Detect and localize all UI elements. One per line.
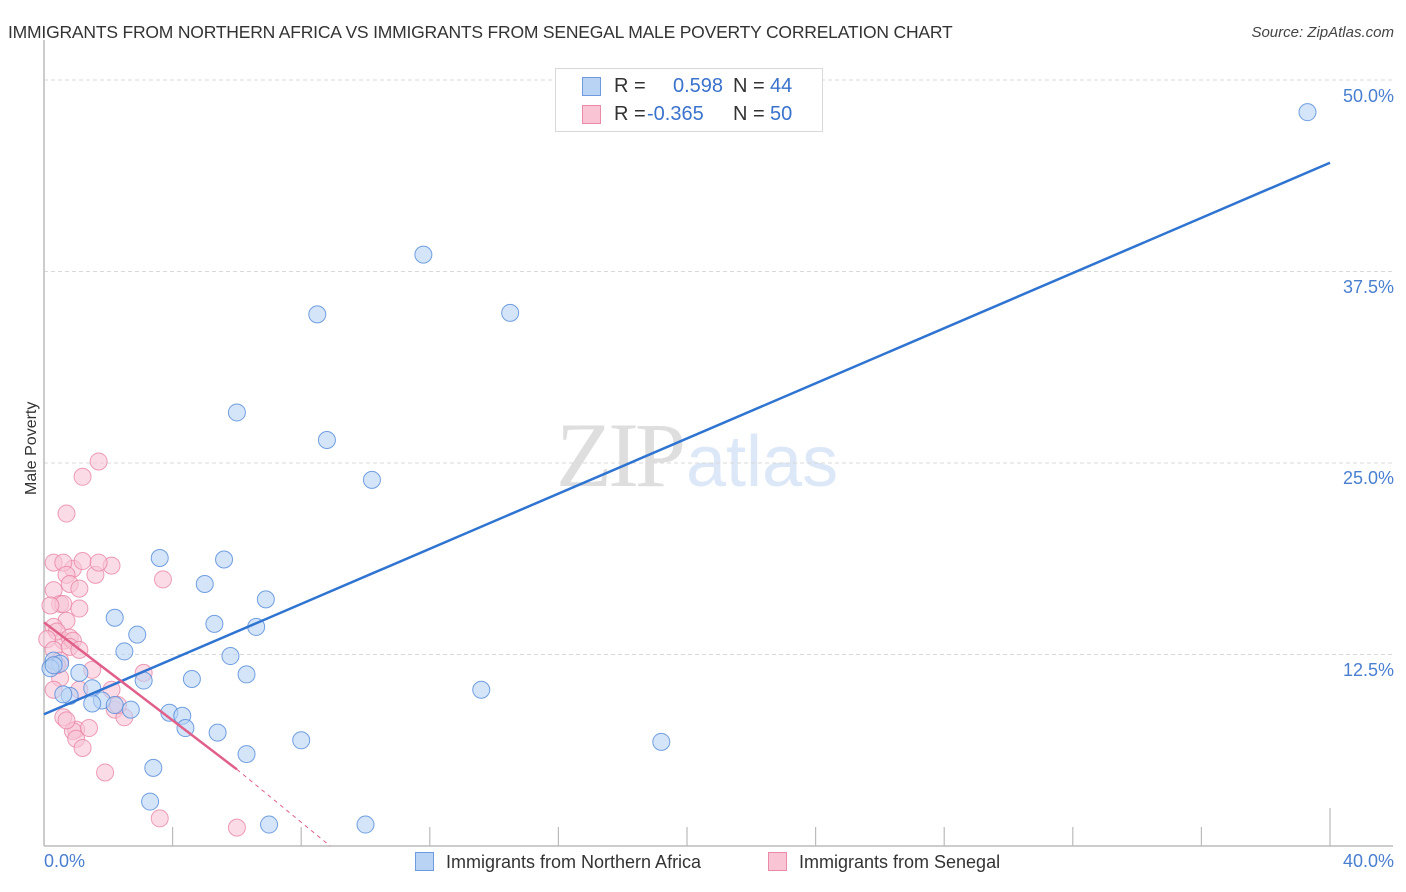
correlation-legend: R = 0.598 N = 44 R = -0.365 N = 50 [555, 68, 823, 132]
y-tick-50: 50.0% [1342, 86, 1394, 106]
source-label: Source: ZipAtlas.com [1251, 24, 1394, 41]
senegal-point [73, 552, 92, 571]
senegal-point [70, 599, 89, 618]
legend-label: Immigrants from Senegal [799, 852, 1001, 872]
northern-africa-point [115, 642, 134, 661]
senegal-point [89, 553, 108, 572]
axes [43, 40, 1393, 847]
r-value: 0.598 [673, 75, 724, 97]
northern-africa-point [128, 625, 147, 644]
northern-africa-point [362, 470, 381, 489]
n-value: 50 [770, 103, 793, 125]
northern-africa-point [70, 663, 89, 682]
senegal-point [57, 504, 76, 523]
senegal-point [73, 467, 92, 486]
n-label: N = [733, 75, 765, 97]
northern-africa-point [221, 647, 240, 666]
senegal-trendline [43, 621, 238, 771]
senegal-point [153, 570, 172, 589]
pink-swatch-icon [582, 105, 601, 124]
blue-swatch-icon [582, 77, 601, 96]
northern-africa-point [237, 745, 256, 764]
senegal-point [70, 579, 89, 598]
northern-africa-point [208, 723, 227, 742]
legend-label: Immigrants from Northern Africa [446, 852, 702, 872]
northern-africa-point [205, 614, 224, 633]
northern-africa-point [215, 550, 234, 569]
r-label: R = [614, 75, 646, 97]
northern-africa-point [256, 590, 275, 609]
senegal-trendline-extension [236, 769, 331, 847]
senegal-point [227, 818, 246, 837]
northern-africa-point [472, 680, 491, 699]
pink-swatch-icon [768, 852, 787, 871]
northern-africa-point [1298, 103, 1317, 122]
northern-africa-point [121, 700, 140, 719]
y-axis-label: Male Poverty [23, 401, 40, 495]
senegal-point [89, 452, 108, 471]
senegal-point [57, 711, 76, 730]
senegal-points [38, 452, 246, 837]
northern-africa-point [652, 732, 671, 751]
northern-africa-trendline [43, 161, 1331, 716]
chart-title: IMMIGRANTS FROM NORTHERN AFRICA VS IMMIG… [8, 22, 953, 42]
senegal-point [150, 809, 169, 828]
northern-africa-points [41, 103, 1317, 834]
y-tick-37-5: 37.5% [1342, 277, 1394, 297]
y-tick-25: 25.0% [1342, 468, 1394, 488]
x-tick-0: 0.0% [44, 851, 86, 871]
legend-item-senegal[interactable]: Immigrants from Senegal [768, 852, 1000, 873]
senegal-point [96, 763, 115, 782]
senegal-point [80, 719, 99, 738]
northern-africa-point [195, 575, 214, 594]
northern-africa-point [501, 303, 520, 322]
northern-africa-point [141, 792, 160, 811]
northern-africa-point [182, 670, 201, 689]
northern-africa-point [356, 815, 375, 834]
northern-africa-point [308, 305, 327, 324]
trend-lines [43, 161, 1331, 847]
northern-africa-point [317, 431, 336, 450]
northern-africa-point [227, 403, 246, 422]
northern-africa-point [414, 245, 433, 264]
northern-africa-point [260, 815, 279, 834]
y-tick-12-5: 12.5% [1342, 660, 1394, 680]
northern-africa-point [54, 685, 73, 704]
northern-africa-point [105, 608, 124, 627]
n-label: N = [733, 103, 765, 125]
blue-swatch-icon [415, 852, 434, 871]
r-label: R = [614, 103, 646, 125]
senegal-point [73, 738, 92, 757]
r-value: -0.365 [647, 103, 704, 125]
legend-item-northern-africa[interactable]: Immigrants from Northern Africa [415, 852, 701, 873]
northern-africa-point [105, 696, 124, 715]
northern-africa-point [150, 548, 169, 567]
gridlines [44, 79, 1393, 655]
northern-africa-point [292, 731, 311, 750]
x-tick-40: 40.0% [1342, 851, 1394, 871]
northern-africa-point [237, 665, 256, 684]
n-value: 44 [770, 75, 793, 97]
northern-africa-point [83, 694, 102, 713]
senegal-point [41, 596, 60, 615]
northern-africa-point [144, 758, 163, 777]
northern-africa-point [44, 656, 63, 675]
